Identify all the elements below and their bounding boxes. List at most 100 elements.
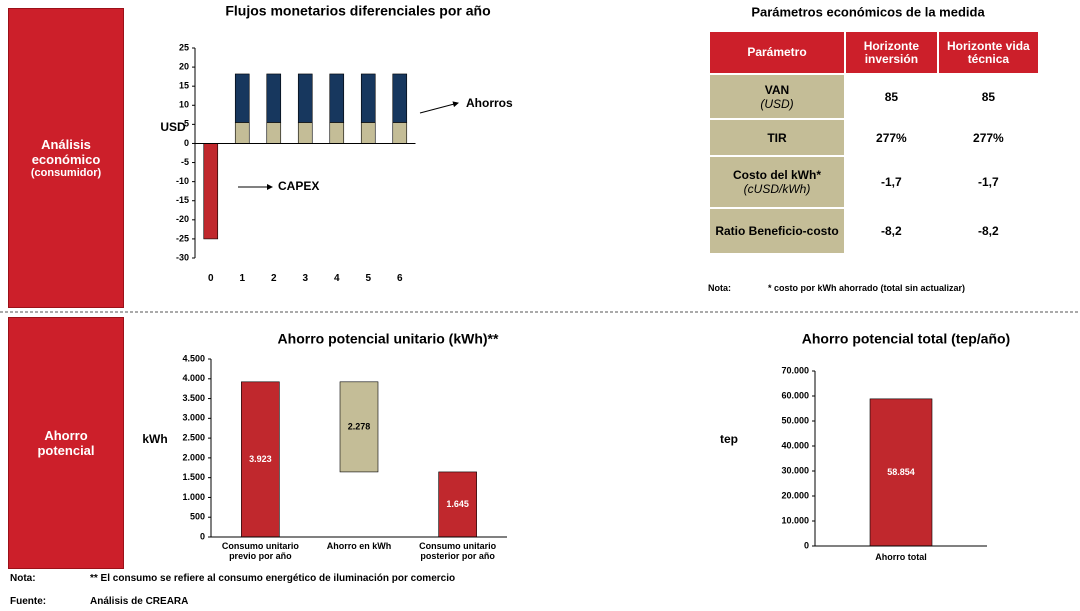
y-tick-label: 0 (184, 138, 189, 148)
value-cell: -1,7 (844, 155, 939, 209)
section-box: Ahorro potencial (8, 317, 124, 569)
bar (329, 73, 345, 123)
note-text: * costo por kWh ahorrado (total sin actu… (768, 283, 966, 293)
series-label: Ahorros (466, 96, 513, 110)
x-tick-label: 5 (365, 273, 372, 284)
x-tick-label: Consumo unitario posterior por año (419, 541, 497, 561)
y-tick-label: 20.000 (781, 490, 809, 500)
value-cell: 277% (844, 118, 939, 157)
bar (360, 73, 376, 123)
y-tick-label: 500 (190, 512, 205, 522)
y-tick-label: -15 (176, 195, 189, 205)
value-cell: 85 (844, 73, 939, 120)
param-cell: Costo del kWh* (cUSD/kWh) (708, 155, 846, 209)
y-tick-label: -5 (181, 157, 189, 167)
series-label: CAPEX (278, 179, 319, 193)
note-label: Nota: (708, 283, 731, 293)
param-cell: Ratio Beneficio-costo (708, 207, 846, 255)
param-name: TIR (767, 130, 787, 145)
bar (234, 122, 250, 144)
y-tick-label: 20 (179, 61, 189, 71)
y-tick-label: 25 (179, 42, 189, 52)
value-cell: -8,2 (936, 207, 1041, 255)
value-label: 2.278 (348, 421, 371, 431)
x-tick-label: 1 (239, 273, 246, 284)
y-tick-label: -25 (176, 233, 189, 243)
bar (392, 122, 408, 144)
y-axis-label: tep (720, 432, 738, 446)
y-tick-label: 3.500 (182, 393, 205, 403)
x-tick-label: 0 (207, 273, 214, 284)
y-tick-label: 15 (179, 81, 189, 91)
y-tick-label: 10.000 (781, 515, 809, 525)
y-tick-label: 4.500 (182, 353, 205, 363)
table-row: Ratio Beneficio-costo -8,2 -8,2 (708, 207, 1041, 255)
y-tick-label: 0 (804, 540, 809, 550)
section-box: Análisis económico (consumidor) (8, 8, 124, 308)
y-tick-label: 3.000 (182, 413, 205, 423)
bar (392, 73, 408, 123)
value-cell: -1,7 (936, 155, 1041, 209)
section-label: Análisis económico (31, 137, 101, 167)
param-name: Costo del kWh* (732, 168, 821, 182)
footer-label: Fuente: (10, 596, 47, 607)
header-cell: Parámetro (708, 30, 846, 75)
bar (438, 471, 477, 538)
x-tick-label: 6 (396, 273, 403, 284)
bar (266, 122, 282, 144)
y-tick-label: 2.000 (182, 452, 205, 462)
param-cell: TIR (708, 118, 846, 157)
table-row: Costo del kWh* (cUSD/kWh) -1,7 -1,7 (708, 155, 1041, 209)
y-tick-label: 30.000 (781, 465, 809, 475)
y-tick-label: 0 (200, 531, 205, 541)
chart-title: Ahorro potencial total (tep/año) (802, 331, 1010, 347)
param-name: Ratio Beneficio-costo (715, 224, 839, 238)
bar (297, 122, 313, 144)
parameter-table: Parámetro Horizonte inversión Horizonte vi… (708, 30, 1041, 255)
value-label: 3.923 (249, 454, 272, 464)
bar (241, 381, 280, 538)
footer-label: Nota: (10, 573, 36, 584)
y-tick-label: -20 (176, 214, 189, 224)
y-tick-label: 4.000 (182, 373, 205, 383)
bar (203, 143, 219, 240)
header-cell: Horizonte inversión (844, 30, 939, 75)
chart-title: Ahorro potencial unitario (kWh)** (278, 331, 499, 347)
y-axis-label: kWh (142, 432, 167, 446)
value-cell: 85 (936, 73, 1041, 120)
y-tick-label: -10 (176, 176, 189, 186)
header-row: Parámetro Horizonte inversión Horizonte vi… (708, 30, 1041, 75)
param-cell: VAN (USD) (708, 73, 846, 120)
param-name: VAN (764, 82, 790, 97)
x-tick-label: 2 (270, 273, 277, 284)
y-tick-label: 10 (179, 100, 189, 110)
y-tick-label: 60.000 (781, 390, 809, 400)
x-tick-label: Ahorro total (875, 552, 927, 562)
bar (234, 73, 250, 123)
bar (360, 122, 376, 144)
value-label: 1.645 (446, 499, 469, 509)
chart-title: Flujos monetarios diferenciales por año (225, 3, 490, 19)
y-tick-label: 70.000 (781, 365, 809, 375)
footer-text: ** El consumo se refiere al consumo ener… (90, 573, 456, 584)
value-cell: 277% (936, 118, 1041, 157)
param-unit: (USD) (760, 96, 794, 111)
x-tick-label: 4 (333, 273, 340, 284)
y-tick-label: 40.000 (781, 440, 809, 450)
y-axis-label: USD (160, 120, 186, 134)
y-tick-label: 5 (184, 119, 189, 129)
x-tick-label: 3 (302, 273, 309, 284)
header-cell: Horizonte vida técnica (936, 30, 1041, 75)
y-tick-label: 1.000 (182, 492, 205, 502)
y-tick-label: 1.500 (182, 472, 205, 482)
footer-text: Análisis de CREARA (90, 596, 189, 607)
y-tick-label: -30 (176, 252, 189, 262)
value-label: 58.854 (887, 467, 915, 477)
bar (869, 398, 933, 547)
x-tick-label: Ahorro en kWh (326, 541, 392, 551)
param-unit: (cUSD/kWh) (743, 182, 811, 196)
arrow (419, 101, 459, 114)
section-label: Ahorro potencial (37, 428, 95, 458)
